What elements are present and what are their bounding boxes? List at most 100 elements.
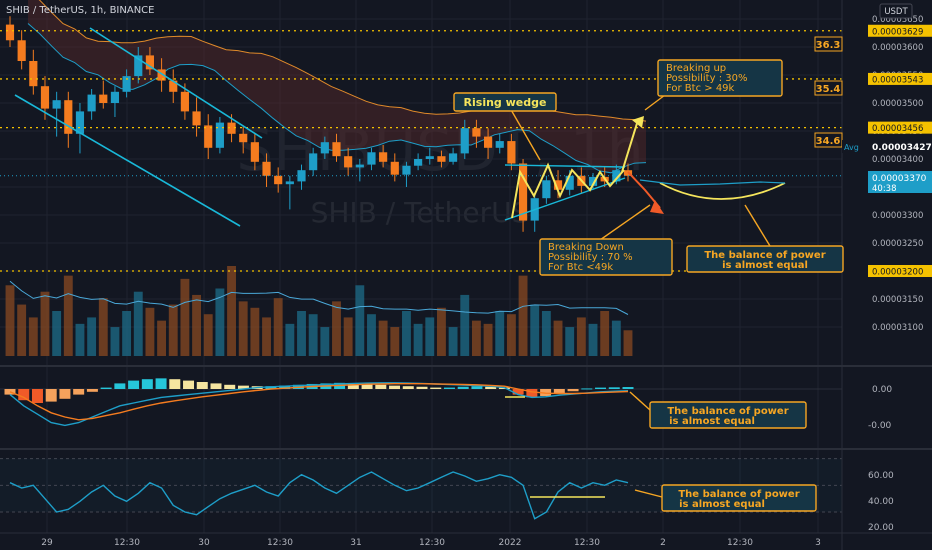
volume-bar (75, 323, 85, 356)
channel-line-lower (14, 94, 241, 227)
volume-bar (588, 323, 598, 356)
candle (437, 150, 446, 168)
candle-body (75, 111, 85, 134)
candle-body (52, 100, 61, 109)
volume-bar (5, 285, 15, 356)
candle (332, 133, 341, 162)
rsi-axis-tick-40: 40.00 (868, 497, 894, 507)
candle (507, 133, 516, 171)
callout-breaking-up[interactable]: Breaking up Possibility : 30% For Btc > … (644, 59, 783, 111)
price-levels (0, 30, 842, 272)
macd-histogram-bar (416, 386, 428, 389)
volume-bar (343, 317, 353, 356)
volume-bar (192, 294, 201, 356)
macd-histogram-bar (457, 386, 469, 389)
price-axis-tick: 0.00003150 (872, 295, 923, 305)
time-axis-tick: 12:30 (114, 538, 140, 548)
macd-histogram-bar (581, 388, 593, 390)
time-axis-tick: 29 (41, 538, 53, 548)
callout-balance-rsi-line-1: The balance of power (678, 489, 799, 500)
callout-breaking-up-line-3: For Btc > 49k (666, 83, 735, 94)
candle (215, 117, 224, 154)
callout-rising-wedge-pointer (509, 107, 541, 161)
callout-balance-main[interactable]: The balance of power is almost equal (686, 204, 844, 273)
time-axis-tick: 12:30 (267, 538, 293, 548)
breakout-down-arrow-icon (650, 200, 664, 214)
candle-body (169, 80, 178, 92)
candle-body (145, 55, 155, 70)
macd-histogram-bar (622, 387, 634, 389)
time-axis[interactable]: 29 12:30 30 12:30 31 12:30 2022 12:30 2 12:30 3 (41, 538, 821, 548)
price-axis-tick: 0.00003600 (872, 43, 923, 53)
macd-axis-tick-neg: -0.00 (868, 421, 892, 431)
callout-balance-macd-line-2: is almost equal (669, 416, 755, 427)
macd-histogram-bar (224, 384, 236, 389)
candle (64, 91, 73, 148)
callout-breaking-up-pointer (644, 94, 666, 111)
candle-body (425, 156, 434, 159)
volume-bar (367, 314, 376, 356)
candle-body (99, 94, 108, 103)
callout-balance-rsi-line-2: is almost equal (679, 499, 765, 510)
volume-bar (600, 311, 610, 356)
candle-body (87, 94, 96, 112)
callout-rising-wedge[interactable]: Rising wedge (453, 92, 557, 161)
volume-bar (553, 320, 563, 356)
volume-bar (28, 317, 38, 356)
price-level-tag-text: 0.00003456 (872, 124, 923, 134)
currency-badge[interactable] (879, 3, 913, 19)
macd-histogram-bar (375, 384, 387, 389)
macd-histogram-bar (169, 379, 181, 389)
current-price-value: 0.00003370 (872, 174, 927, 184)
macd-signal-line (9, 383, 629, 421)
callout-balance-main-line-2: is almost equal (722, 260, 808, 271)
candle-body (437, 156, 446, 162)
price-level-tag-text: 0.00003543 (872, 75, 923, 85)
macd-histogram-bar (114, 383, 126, 389)
candle-body (553, 180, 563, 190)
volume-bar (308, 314, 318, 356)
macd-histogram-bar (183, 380, 195, 389)
projection-cloud-line (639, 179, 786, 186)
candle-body (274, 175, 283, 185)
candle-body (204, 125, 213, 148)
candle-body (29, 61, 38, 87)
time-axis-tick: 31 (350, 538, 361, 548)
candle-body (17, 40, 26, 61)
level-labels: 36.3 35.4 34.6 (814, 36, 843, 148)
volume-bars (5, 266, 633, 356)
macd-histogram-bar (512, 389, 524, 395)
wedge-zigzag (511, 162, 625, 219)
volume-bar (320, 327, 330, 356)
rsi-axis-tick-60: 60.00 (868, 471, 894, 481)
projection-curve (659, 182, 786, 200)
volume-bar (425, 317, 435, 356)
candle-body (297, 170, 306, 182)
macd-histogram-bar (389, 385, 401, 389)
callout-breaking-down[interactable]: Breaking Down Possibility : 70 % For Btc… (539, 204, 673, 276)
candle-body (5, 24, 15, 41)
price-level-tags: 0.00003629 0.00003543 0.00003456 0.00003200 (868, 24, 932, 278)
macd-histogram-bar (59, 389, 71, 399)
volume-bar (413, 323, 423, 356)
price-level-tag-text: 0.00003629 (872, 27, 923, 37)
level-label-box-1 (814, 36, 843, 52)
candle-body (180, 91, 189, 112)
candle-body (367, 152, 376, 165)
macd-line (9, 382, 629, 427)
candle-body (157, 69, 166, 81)
channel-line-upper (89, 27, 263, 139)
chart-title[interactable]: SHIB / TetherUS, 1h, BINANCE (6, 5, 154, 16)
callout-balance-macd-box (649, 401, 807, 429)
volume-bar (180, 278, 190, 356)
price-level-tag-box (868, 265, 932, 277)
candle-body (402, 165, 411, 175)
candle-body (250, 142, 259, 162)
price-level-tag-box (868, 72, 932, 85)
callout-balance-rsi[interactable]: The balance of power is almost equal (634, 484, 817, 512)
watermark-name: SHIB / TetherUS (311, 196, 530, 229)
callout-balance-macd[interactable]: The balance of power is almost equal (629, 391, 807, 429)
callout-breaking-down-line-1: Breaking Down (548, 242, 624, 253)
volume-bar (378, 320, 388, 356)
